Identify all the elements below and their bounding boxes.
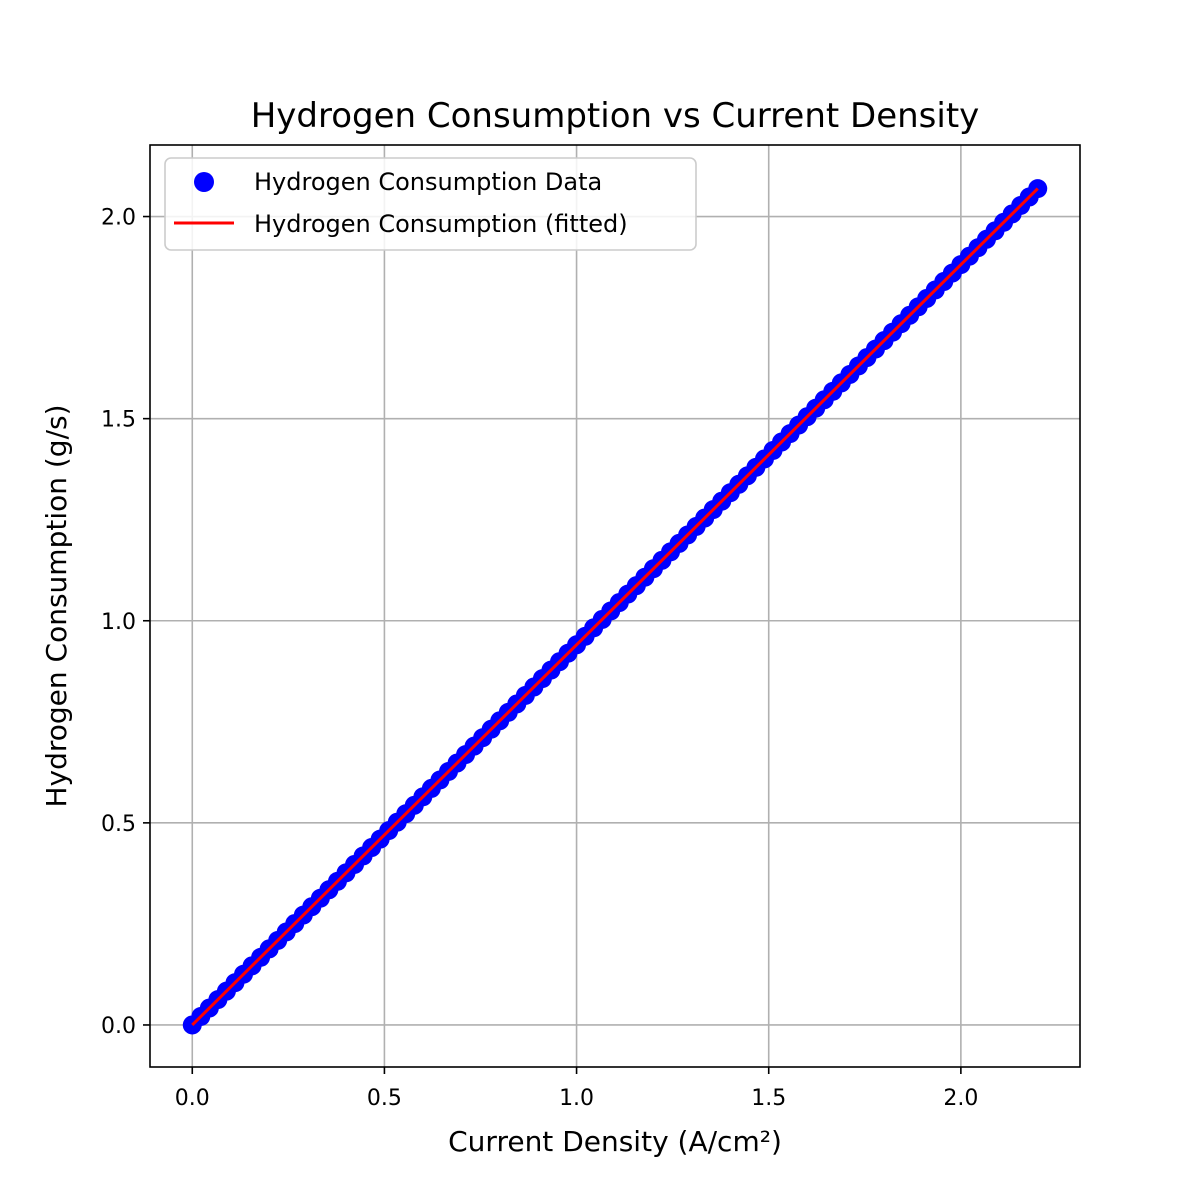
legend-label-data: Hydrogen Consumption Data xyxy=(254,168,602,196)
legend-marker-data xyxy=(194,172,214,192)
x-tick-label: 0.5 xyxy=(367,1086,402,1111)
legend: Hydrogen Consumption Data Hydrogen Consu… xyxy=(164,157,697,251)
chart-title: Hydrogen Consumption vs Current Density xyxy=(251,96,980,136)
x-axis-ticks: 0.0 0.5 1.0 1.5 2.0 xyxy=(175,1067,978,1111)
y-tick-label: 1.0 xyxy=(101,610,136,635)
y-tick-label: 2.0 xyxy=(101,206,136,231)
legend-label-fitted: Hydrogen Consumption (fitted) xyxy=(254,210,628,238)
plot-frame xyxy=(149,144,1081,1068)
fitted-line xyxy=(191,187,1039,1027)
x-tick-label: 1.5 xyxy=(751,1086,786,1111)
x-tick-label: 1.0 xyxy=(559,1086,594,1111)
plot-area xyxy=(182,179,1048,1035)
x-tick-label: 2.0 xyxy=(943,1086,978,1111)
y-tick-label: 0.0 xyxy=(101,1014,136,1039)
y-tick-label: 0.5 xyxy=(101,812,136,837)
y-axis-ticks: 0.0 0.5 1.0 1.5 2.0 xyxy=(101,206,150,1039)
fitted-line-group xyxy=(191,187,1039,1027)
x-axis-label: Current Density (A/cm²) xyxy=(448,1125,782,1158)
legend-box xyxy=(164,157,697,251)
y-tick-label: 1.5 xyxy=(101,408,136,433)
x-tick-label: 0.0 xyxy=(175,1086,210,1111)
y-axis-label: Hydrogen Consumption (g/s) xyxy=(40,404,73,807)
